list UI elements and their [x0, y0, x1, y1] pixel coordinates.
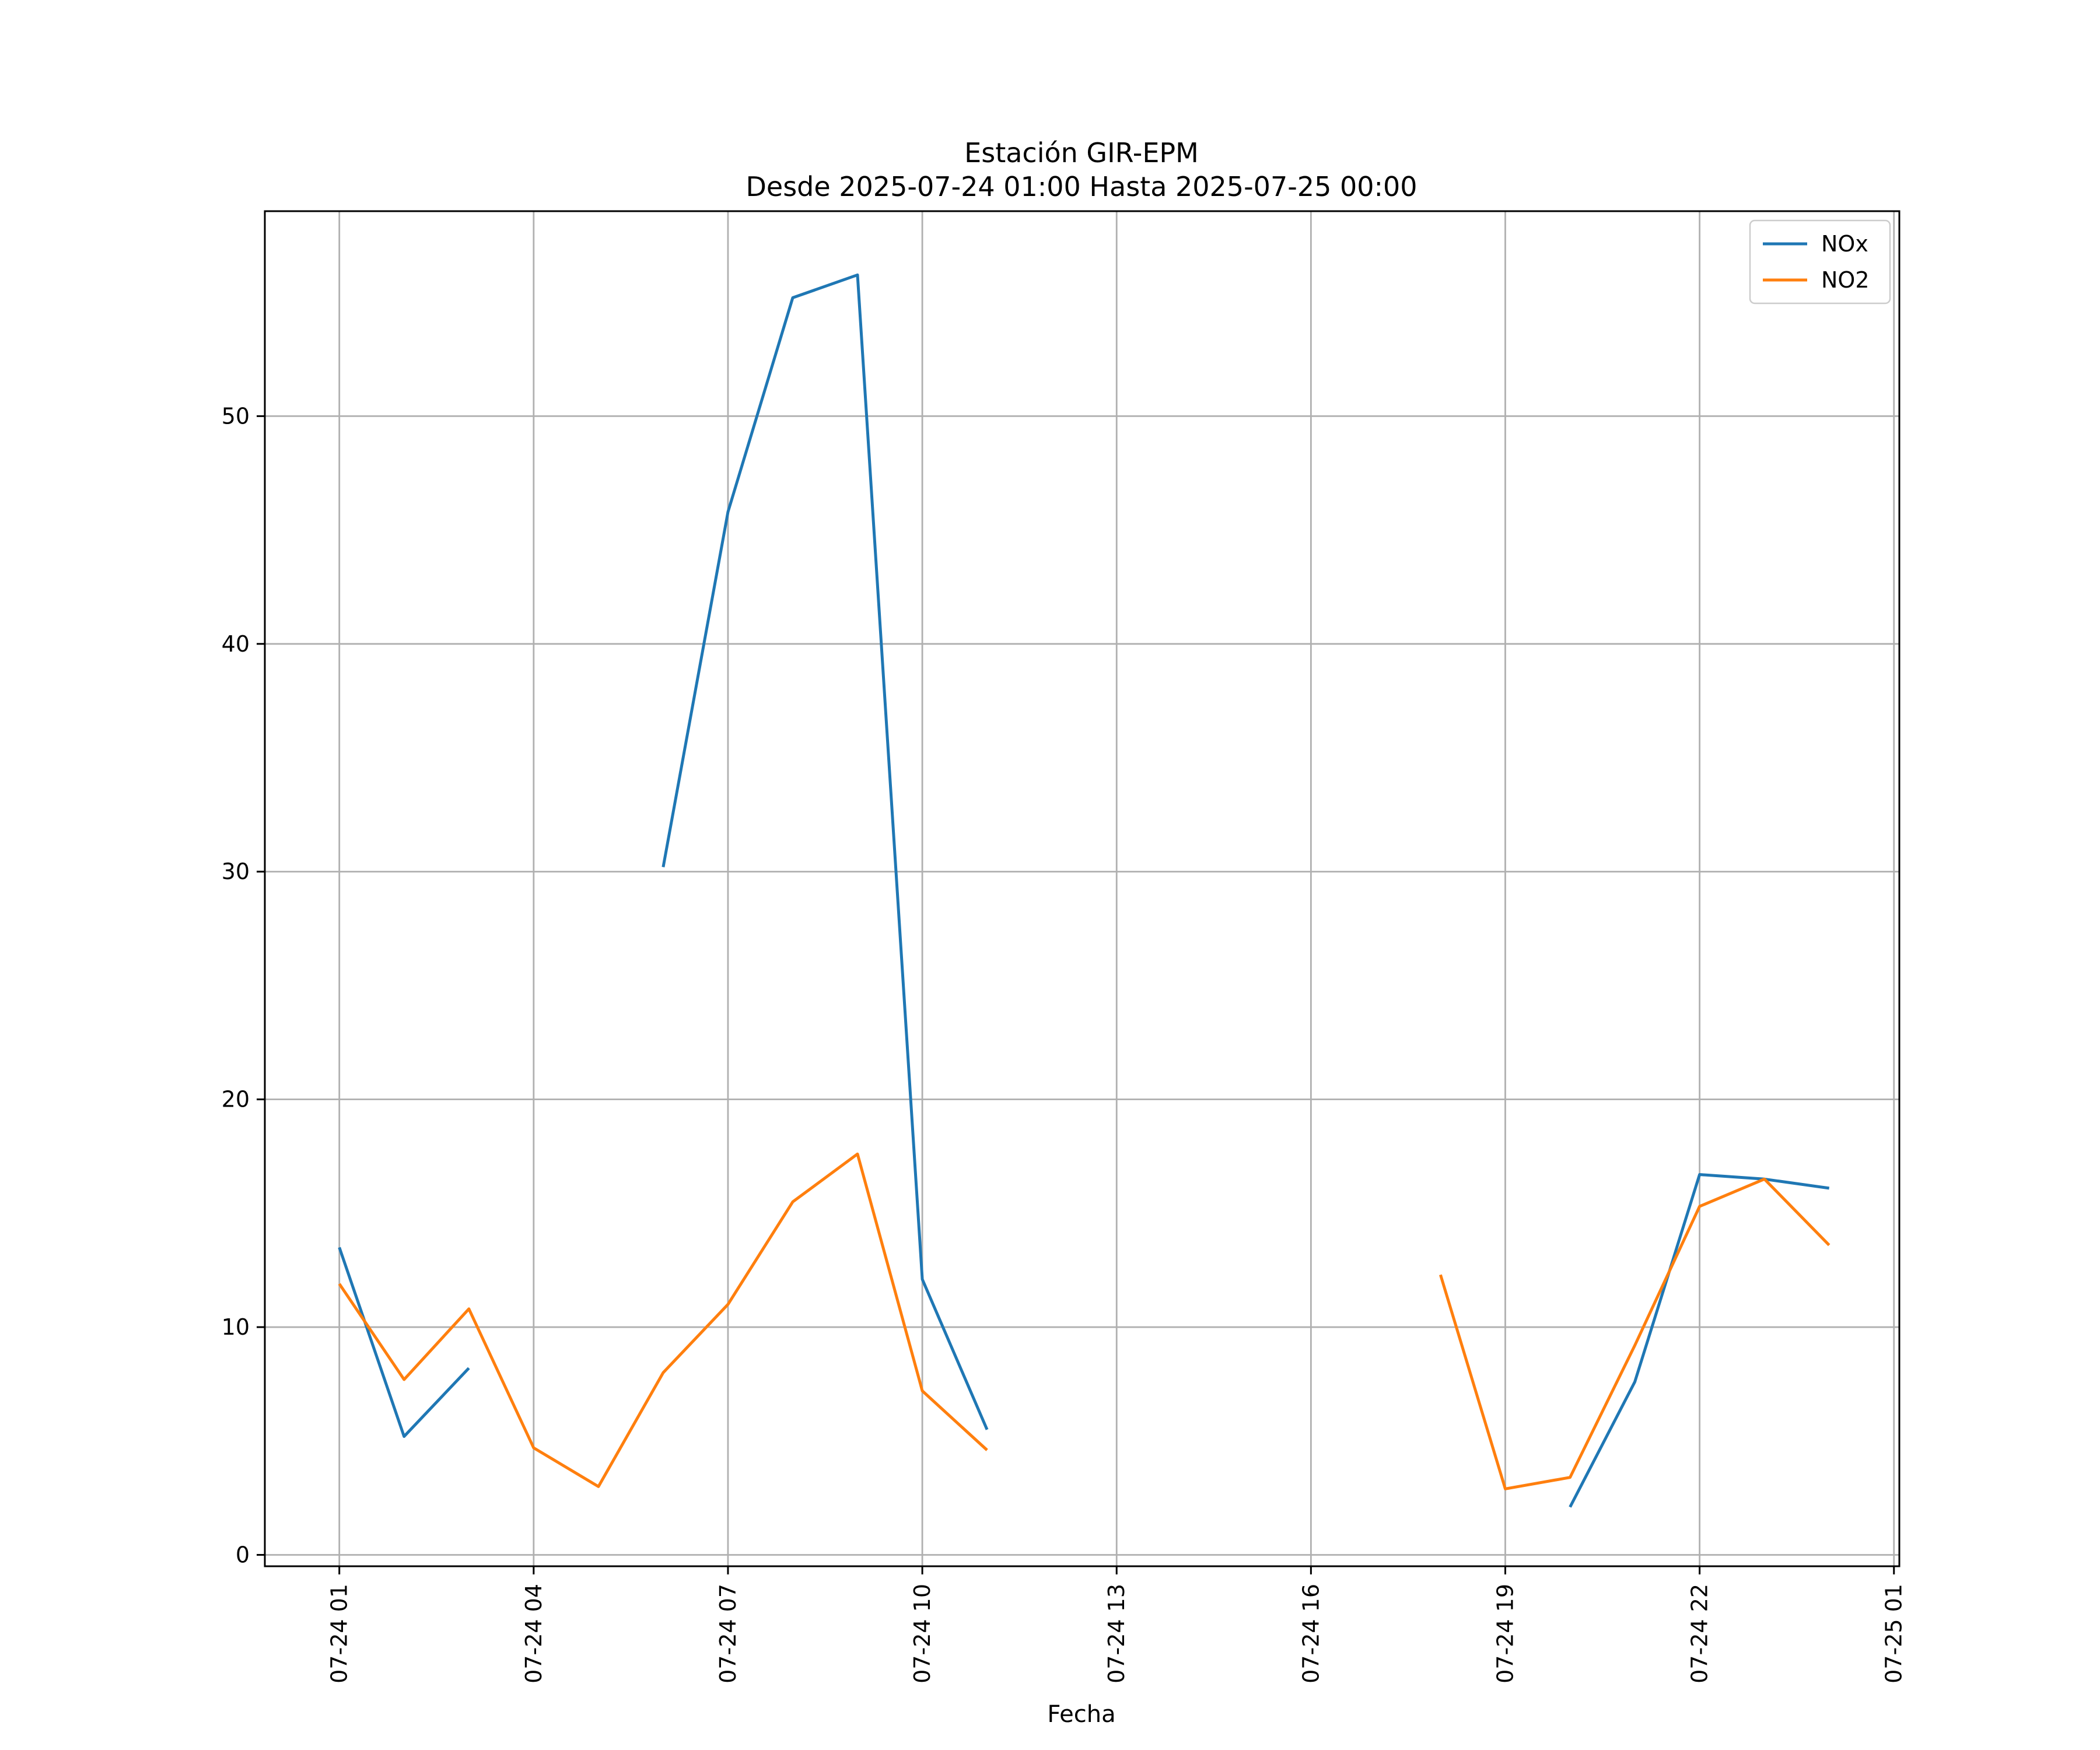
x-tick-label: 07-24 13 — [1104, 1584, 1129, 1684]
series-no2 — [338, 1152, 1831, 1490]
x-tick-label: 07-24 07 — [715, 1584, 741, 1684]
legend-box — [1749, 219, 1891, 304]
x-tick-label: 07-25 01 — [1881, 1584, 1907, 1684]
y-tick-label: 30 — [222, 859, 250, 884]
y-tick-label: 20 — [222, 1087, 250, 1112]
series-line-no2 — [1439, 1177, 1831, 1490]
grid — [265, 211, 1899, 1566]
legend: NOx NO2 — [1749, 219, 1891, 304]
x-tick-label: 07-24 22 — [1687, 1584, 1713, 1684]
legend-label-nox: NOx — [1821, 231, 1868, 257]
series-line-no2 — [338, 1152, 988, 1488]
x-tick-label: 07-24 19 — [1492, 1584, 1518, 1684]
chart-title: Estación GIR-EPM — [964, 137, 1199, 169]
series-lines — [338, 273, 1831, 1508]
y-tick-label: 10 — [222, 1314, 250, 1340]
x-axis: 07-24 01 07-24 04 07-24 07 07-24 10 07-24 13… — [327, 1566, 1907, 1684]
y-tick-label: 50 — [222, 403, 250, 429]
x-axis-label: Fecha — [1047, 1701, 1115, 1728]
series-line-nox — [338, 1247, 470, 1438]
series-nox — [338, 273, 1830, 1508]
series-line-nox — [662, 273, 989, 1430]
chart-subtitle: Desde 2025-07-24 01:00 Hasta 2025-07-25 … — [746, 171, 1417, 202]
y-tick-label: 40 — [222, 631, 250, 657]
x-tick-label: 07-24 10 — [909, 1584, 935, 1684]
x-tick-label: 07-24 04 — [521, 1584, 547, 1684]
legend-label-no2: NO2 — [1821, 267, 1870, 293]
series-line-nox — [1569, 1173, 1830, 1508]
plot-area-frame — [264, 210, 1901, 1567]
y-tick-label: 0 — [236, 1542, 250, 1567]
y-axis: 0 10 20 30 40 50 — [222, 403, 265, 1567]
x-tick-label: 07-24 16 — [1298, 1584, 1324, 1684]
x-tick-label: 07-24 01 — [327, 1584, 352, 1684]
